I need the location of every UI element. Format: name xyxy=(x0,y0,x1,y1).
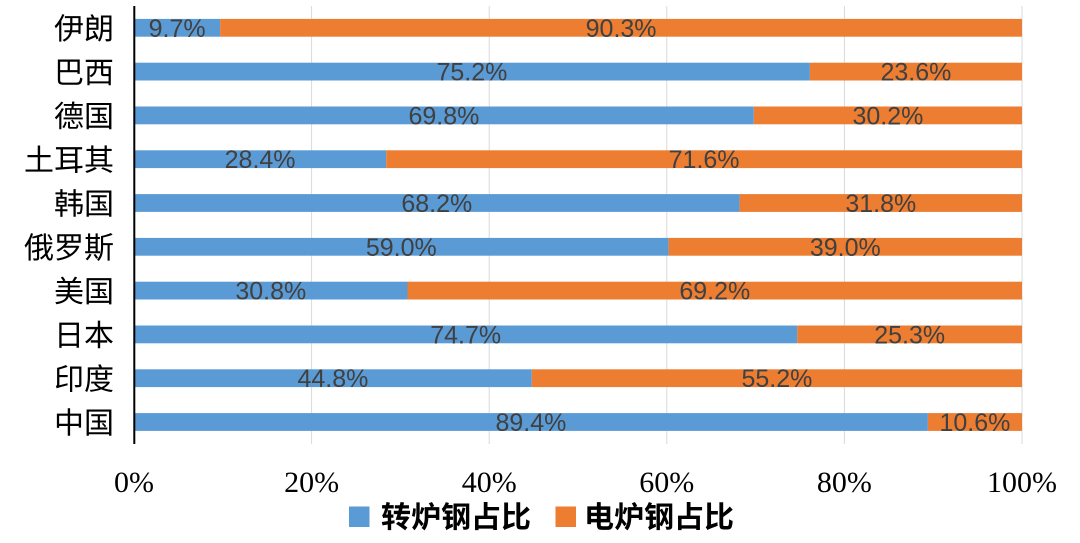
svg-text:71.6%: 71.6% xyxy=(669,146,740,174)
svg-text:31.8%: 31.8% xyxy=(845,190,916,218)
svg-text:0%: 0% xyxy=(114,466,154,499)
svg-text:74.7%: 74.7% xyxy=(430,321,501,349)
svg-text:69.2%: 69.2% xyxy=(679,278,750,306)
svg-text:30.8%: 30.8% xyxy=(235,278,306,306)
svg-text:40%: 40% xyxy=(462,466,517,499)
svg-text:55.2%: 55.2% xyxy=(741,365,812,393)
svg-text:39.0%: 39.0% xyxy=(810,234,881,262)
svg-text:60%: 60% xyxy=(639,466,694,499)
svg-text:44.8%: 44.8% xyxy=(297,365,368,393)
svg-text:20%: 20% xyxy=(284,466,339,499)
svg-text:69.8%: 69.8% xyxy=(408,102,479,130)
svg-text:75.2%: 75.2% xyxy=(436,59,507,87)
svg-text:30.2%: 30.2% xyxy=(852,102,923,130)
svg-text:90.3%: 90.3% xyxy=(586,15,657,43)
svg-text:10.6%: 10.6% xyxy=(939,409,1010,437)
svg-text:89.4%: 89.4% xyxy=(495,409,566,437)
svg-text:68.2%: 68.2% xyxy=(401,190,472,218)
svg-text:28.4%: 28.4% xyxy=(225,146,296,174)
svg-text:25.3%: 25.3% xyxy=(874,321,945,349)
svg-text:59.0%: 59.0% xyxy=(366,234,437,262)
svg-text:9.7%: 9.7% xyxy=(149,15,206,43)
svg-text:100%: 100% xyxy=(987,466,1057,499)
svg-text:80%: 80% xyxy=(817,466,872,499)
svg-text:23.6%: 23.6% xyxy=(880,59,951,87)
